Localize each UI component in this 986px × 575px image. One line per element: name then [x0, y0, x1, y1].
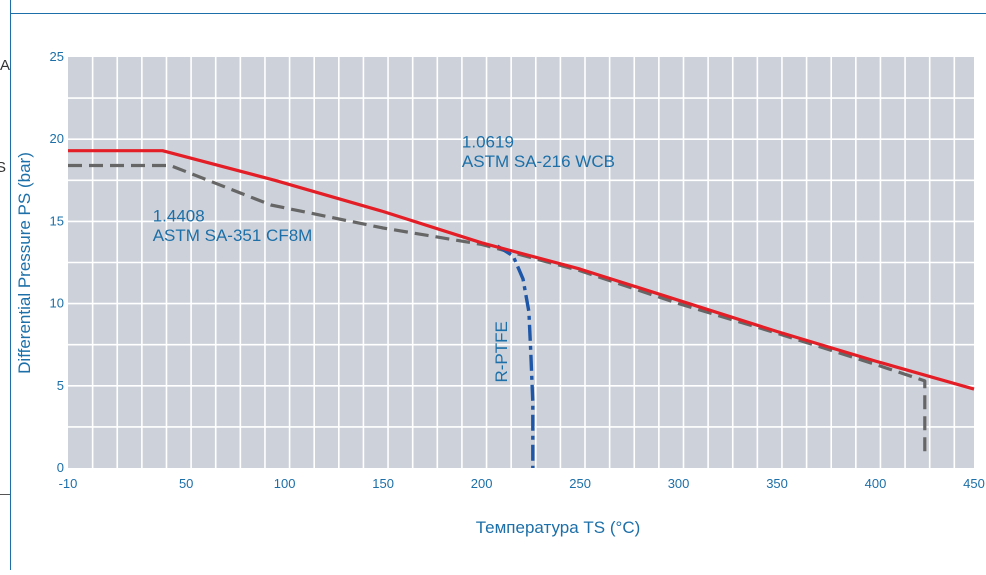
x-tick-label: 50	[179, 476, 193, 491]
x-tick-label: 150	[372, 476, 394, 491]
annotation-wcb-line1: 1.0619	[462, 132, 514, 151]
x-tick-label: 300	[668, 476, 690, 491]
y-tick-label: 0	[57, 460, 64, 475]
y-tick-label: 20	[50, 131, 64, 146]
x-tick-label: 450	[963, 476, 985, 491]
series-line-0	[68, 149, 975, 391]
x-axis-label: Температура TS (°C)	[476, 518, 641, 537]
y-tick-label: 25	[50, 49, 64, 64]
x-tick-label: 400	[865, 476, 887, 491]
series-layer	[68, 149, 975, 468]
x-tick-label: 350	[766, 476, 788, 491]
y-axis-label: Differential Pressure PS (bar)	[15, 152, 34, 374]
x-tick-label: 100	[274, 476, 296, 491]
y-tick-label: 5	[57, 378, 64, 393]
x-tick-label: 250	[569, 476, 591, 491]
x-tick-label: -10	[59, 476, 78, 491]
edge-label-s: S	[0, 159, 6, 176]
annotation-ptfe: R-PTFE	[492, 321, 511, 382]
edge-label-a: A	[0, 57, 10, 74]
y-tick-label: 10	[50, 296, 64, 311]
x-axis-ticks: -10 50 100 150 200 250 300 350 400 450	[59, 476, 985, 491]
annotation-wcb-line2: ASTM SA-216 WCB	[462, 152, 615, 171]
annotation-cf8m-line1: 1.4408	[153, 206, 205, 225]
annotation-cf8m-line2: ASTM SA-351 CF8M	[153, 226, 313, 245]
y-tick-label: 15	[50, 213, 64, 228]
x-tick-label: 200	[471, 476, 493, 491]
y-axis-ticks: 0 5 10 15 20 25	[50, 49, 64, 475]
